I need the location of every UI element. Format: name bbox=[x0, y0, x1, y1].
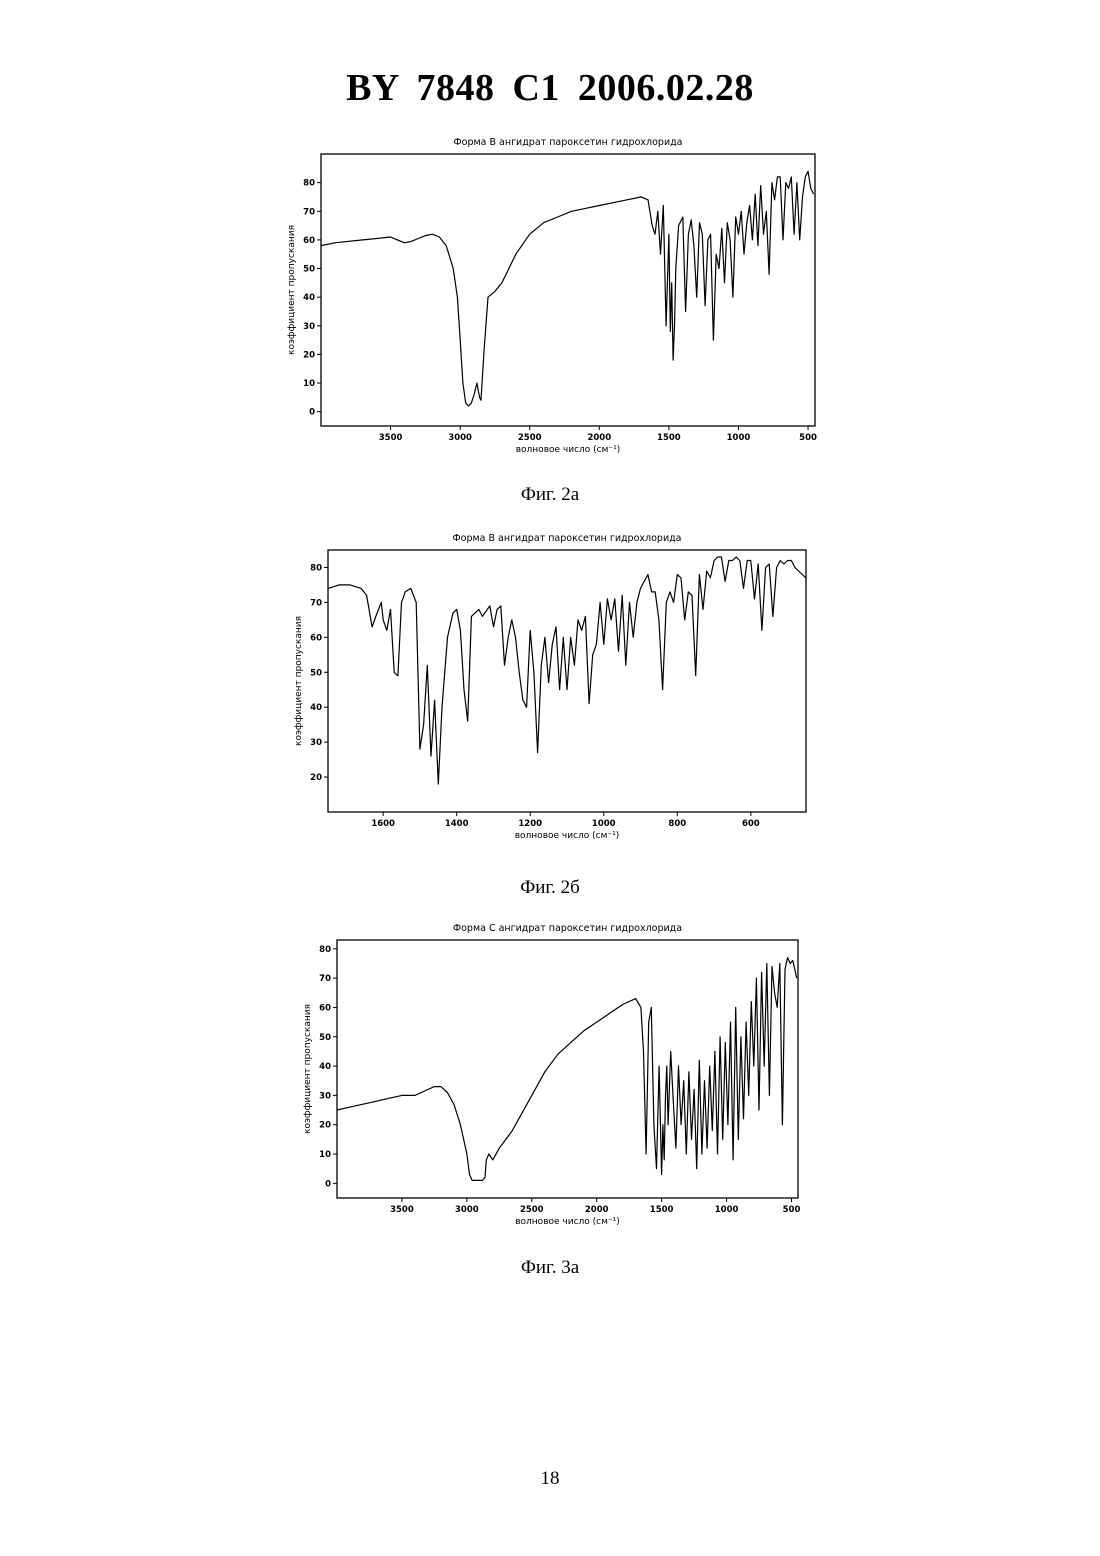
y-tick-label: 70 bbox=[310, 598, 322, 608]
chart-title: Форма В ангидрат пароксетин гидрохлорида bbox=[453, 137, 682, 148]
x-axis-label: волновое число (см⁻¹) bbox=[515, 1217, 620, 1227]
spectrum-line bbox=[337, 958, 797, 1181]
y-tick-label: 80 bbox=[303, 179, 315, 189]
y-tick-label: 20 bbox=[319, 1121, 331, 1131]
y-tick-label: 60 bbox=[319, 1003, 331, 1013]
y-tick-label: 70 bbox=[303, 207, 315, 217]
y-tick-label: 30 bbox=[319, 1091, 331, 1101]
spectrum-line bbox=[328, 557, 806, 784]
figure-2b: Форма В ангидрат пароксетин гидрохлорида… bbox=[0, 528, 1100, 848]
x-tick-label: 3000 bbox=[448, 433, 472, 443]
y-tick-label: 50 bbox=[303, 265, 315, 275]
figure-3a: Форма С ангидрат пароксетин гидрохлорида… bbox=[0, 920, 1100, 1235]
x-axis-label: волновое число (см⁻¹) bbox=[516, 445, 621, 455]
y-tick-label: 50 bbox=[319, 1033, 331, 1043]
y-tick-label: 40 bbox=[303, 293, 315, 303]
x-tick-label: 3500 bbox=[379, 433, 403, 443]
plot-frame bbox=[328, 550, 806, 812]
y-tick-label: 70 bbox=[319, 974, 331, 984]
y-tick-label: 60 bbox=[303, 236, 315, 246]
x-axis-label: волновое число (см⁻¹) bbox=[515, 831, 620, 841]
x-tick-label: 1000 bbox=[727, 433, 751, 443]
x-tick-label: 1000 bbox=[592, 819, 616, 829]
figure-caption-3a: Фиг. 3а bbox=[0, 1257, 1100, 1279]
figure-caption-2a: Фиг. 2а bbox=[0, 484, 1100, 506]
x-tick-label: 2000 bbox=[587, 433, 611, 443]
y-tick-label: 40 bbox=[310, 703, 322, 713]
y-tick-label: 50 bbox=[310, 668, 322, 678]
x-tick-label: 500 bbox=[783, 1205, 801, 1215]
y-axis-label: коэффициент пропускания bbox=[287, 225, 297, 355]
ir-spectrum-chart-3a: Форма С ангидрат пароксетин гидрохлорида… bbox=[290, 920, 820, 1235]
y-tick-label: 60 bbox=[310, 633, 322, 643]
y-tick-label: 80 bbox=[319, 945, 331, 955]
y-tick-label: 30 bbox=[303, 322, 315, 332]
y-tick-label: 10 bbox=[319, 1150, 331, 1160]
y-tick-label: 0 bbox=[325, 1179, 331, 1189]
x-tick-label: 2500 bbox=[520, 1205, 544, 1215]
chart-title: Форма В ангидрат пароксетин гидрохлорида bbox=[452, 533, 681, 544]
x-tick-label: 800 bbox=[668, 819, 686, 829]
x-tick-label: 1500 bbox=[650, 1205, 674, 1215]
x-tick-label: 1400 bbox=[445, 819, 469, 829]
y-tick-label: 0 bbox=[309, 408, 315, 418]
x-tick-label: 3000 bbox=[455, 1205, 479, 1215]
ir-spectrum-chart-2a: Форма В ангидрат пароксетин гидрохлорида… bbox=[278, 128, 838, 458]
y-tick-label: 20 bbox=[303, 350, 315, 360]
plot-frame bbox=[321, 154, 815, 426]
y-axis-label: коэффициент пропускания bbox=[303, 1004, 313, 1134]
x-tick-label: 1200 bbox=[518, 819, 542, 829]
y-tick-label: 40 bbox=[319, 1062, 331, 1072]
document-header: BY 7848 C1 2006.02.28 bbox=[0, 66, 1100, 110]
x-tick-label: 1600 bbox=[371, 819, 395, 829]
x-tick-label: 500 bbox=[799, 433, 817, 443]
y-tick-label: 80 bbox=[310, 563, 322, 573]
figure-2a: Форма В ангидрат пароксетин гидрохлорида… bbox=[0, 128, 1100, 458]
x-tick-label: 2500 bbox=[518, 433, 542, 443]
x-tick-label: 3500 bbox=[390, 1205, 414, 1215]
x-tick-label: 1500 bbox=[657, 433, 681, 443]
ir-spectrum-chart-2b: Форма В ангидрат пароксетин гидрохлорида… bbox=[284, 528, 824, 848]
y-tick-label: 10 bbox=[303, 379, 315, 389]
page-number: 18 bbox=[0, 1468, 1100, 1490]
x-tick-label: 2000 bbox=[585, 1205, 609, 1215]
y-tick-label: 30 bbox=[310, 738, 322, 748]
chart-title: Форма С ангидрат пароксетин гидрохлорида bbox=[453, 923, 682, 934]
figure-caption-2b: Фиг. 2б bbox=[0, 877, 1100, 899]
x-tick-label: 600 bbox=[742, 819, 760, 829]
spectrum-line bbox=[321, 171, 814, 406]
y-axis-label: коэффициент пропускания bbox=[294, 616, 304, 746]
x-tick-label: 1000 bbox=[715, 1205, 739, 1215]
y-tick-label: 20 bbox=[310, 773, 322, 783]
